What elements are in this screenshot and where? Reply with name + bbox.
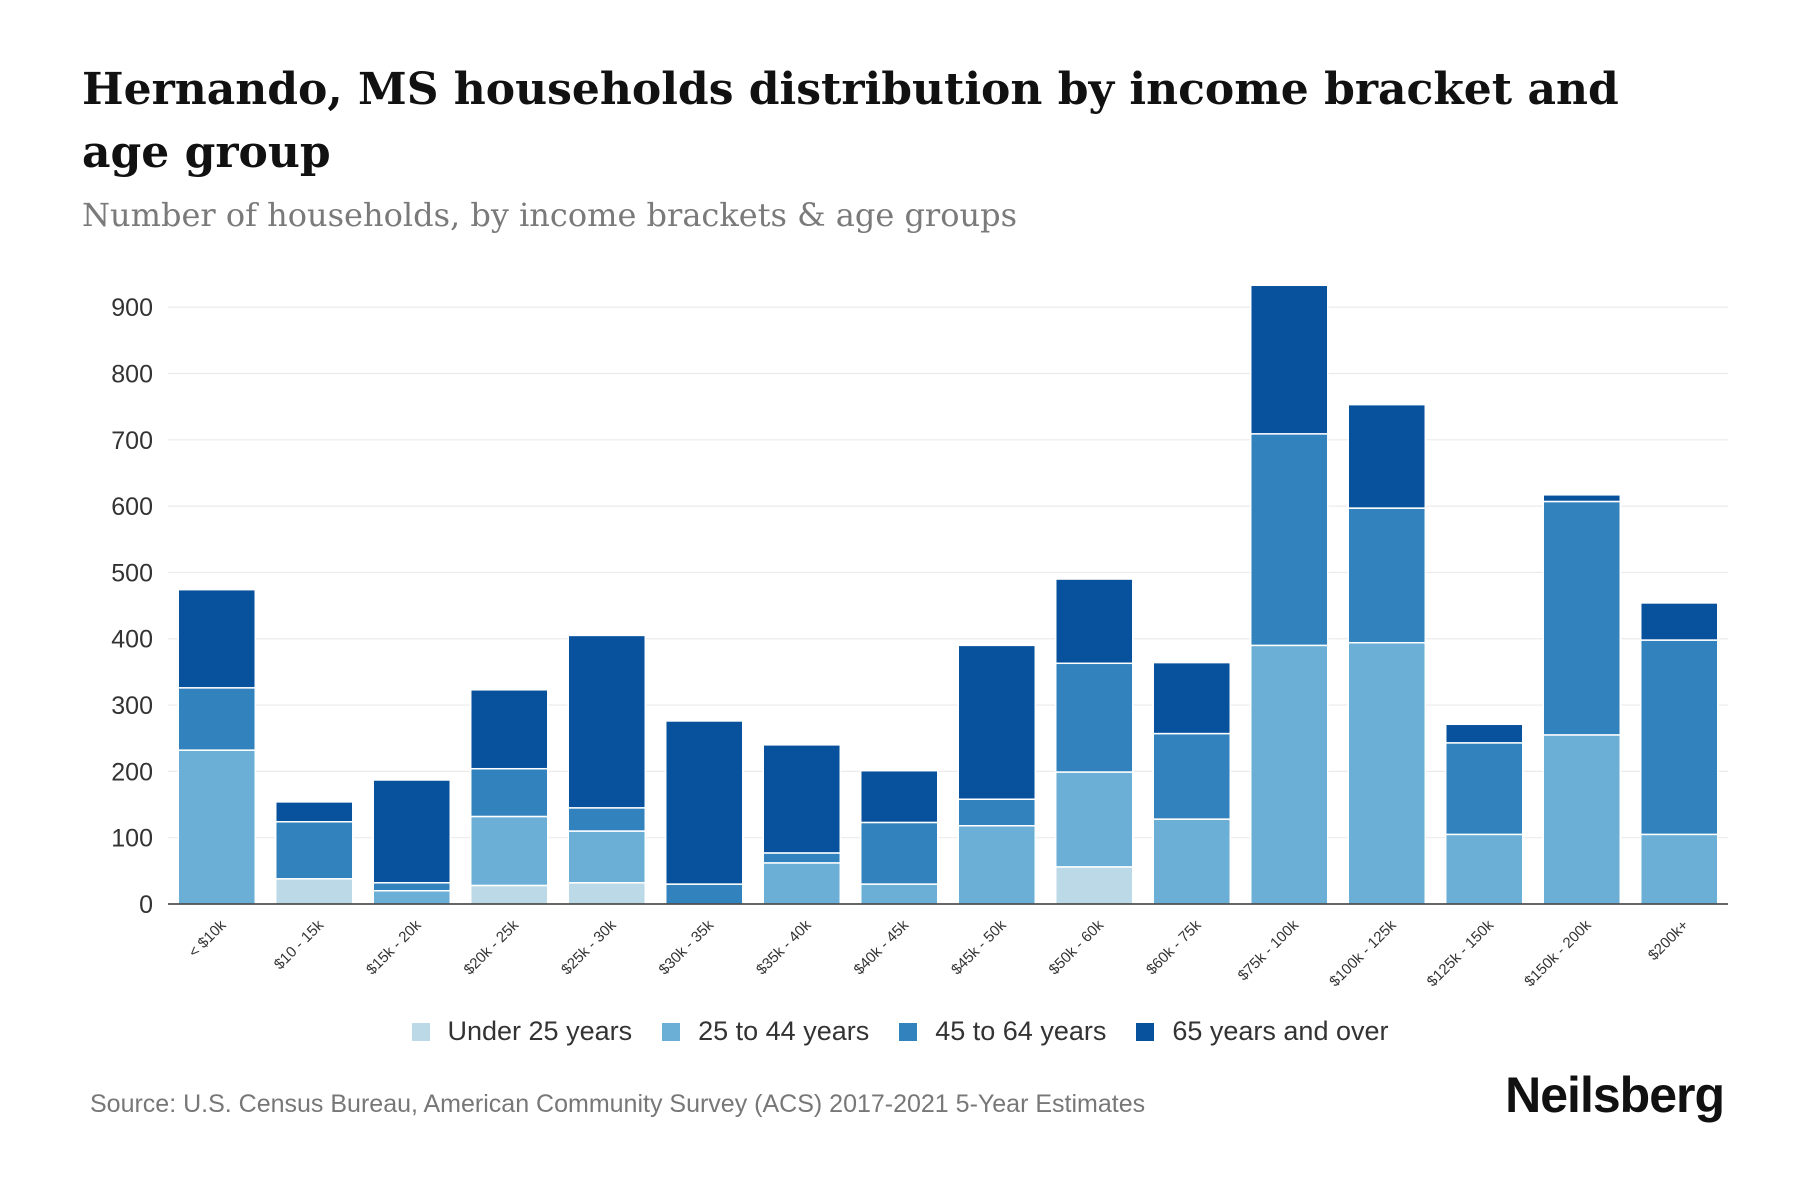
bar-segment: [1152, 818, 1232, 905]
legend-label-45-64: 45 to 64 years: [935, 1016, 1107, 1046]
bar-segment: [957, 798, 1037, 827]
bar-segment: [1054, 866, 1134, 905]
y-tick-label: 0: [139, 891, 153, 919]
chart-area: 0 100 200 300 400 500 600 700 800 900 < $10k $10 - …: [111, 284, 1728, 990]
bar-segment: [1249, 644, 1329, 905]
legend-label-under-25: Under 25 years: [447, 1016, 633, 1046]
chart-title: Hernando, MS households distribution by …: [82, 64, 1619, 178]
bar-segment: [567, 634, 647, 809]
bar-segment: [1444, 833, 1524, 905]
bar-segment: [469, 884, 549, 905]
x-tick-label: $200k+: [1645, 917, 1692, 964]
bar-segment: [1639, 833, 1719, 905]
bar-segment: [274, 821, 354, 880]
brand-logo: Neilsberg: [1505, 1067, 1725, 1123]
bar-segment: [1639, 602, 1719, 641]
bar-segment: [1249, 433, 1329, 647]
bar-segment: [372, 779, 452, 884]
legend-swatch-under-25: [411, 1022, 430, 1041]
y-tick-label: 800: [111, 360, 153, 388]
legend-item-under-25[interactable]: Under 25 years: [411, 1016, 633, 1047]
x-tick-label: $45k - 50k: [948, 916, 1010, 978]
bar-segment: [664, 720, 744, 885]
source-note: Source: U.S. Census Bureau, American Com…: [90, 1090, 1146, 1118]
x-tick-label: $35k - 40k: [753, 916, 815, 978]
bar-segment: [1152, 661, 1232, 735]
bar-segment: [567, 830, 647, 884]
chart-subtitle: Number of households, by income brackets…: [82, 196, 1017, 234]
legend-label-25-44: 25 to 44 years: [698, 1016, 870, 1046]
bar-segment: [1347, 403, 1427, 509]
bar-segment: [664, 883, 744, 905]
legend-swatch-45-64: [899, 1022, 918, 1041]
legend-label-65-plus: 65 years and over: [1172, 1016, 1389, 1046]
bar-segment: [1444, 742, 1524, 836]
y-tick-label: 900: [111, 294, 153, 322]
bar-segment: [177, 749, 257, 905]
bar-segment: [469, 767, 549, 818]
x-tick-label: $150k - 200k: [1521, 916, 1595, 990]
x-tick-label: $60k - 75k: [1143, 916, 1205, 978]
y-tick-label: 200: [111, 758, 153, 786]
x-tick-label: $75k - 100k: [1235, 916, 1303, 984]
x-tick-label: $40k - 45k: [851, 916, 913, 978]
bar-segment: [762, 744, 842, 854]
x-tick-label: $25k - 30k: [558, 916, 620, 978]
y-tick-label: 300: [111, 692, 153, 720]
bar-segment: [567, 807, 647, 832]
x-tick-label: $50k - 60k: [1046, 916, 1108, 978]
bar-segment: [1444, 723, 1524, 744]
x-tick-label: $10 - 15k: [271, 916, 328, 973]
bar-segment: [762, 862, 842, 905]
bar-segment: [1054, 578, 1134, 665]
bar-segment: [1054, 662, 1134, 773]
legend-item-25-44[interactable]: 25 to 44 years: [662, 1016, 869, 1047]
legend-item-45-64[interactable]: 45 to 64 years: [899, 1016, 1106, 1047]
bar-segment: [1347, 507, 1427, 644]
bar-segment: [957, 644, 1037, 800]
x-tick-label: $100k - 125k: [1326, 916, 1400, 990]
bar-segment: [177, 687, 257, 751]
bar-segment: [1542, 500, 1622, 736]
bar-segment: [859, 883, 939, 905]
bar-segment: [859, 821, 939, 885]
bar-segment: [1542, 734, 1622, 905]
x-tick-label: $30k - 35k: [656, 916, 718, 978]
x-tick-label: $15k - 20k: [363, 916, 425, 978]
y-tick-label: 600: [111, 493, 153, 521]
legend-item-65-plus[interactable]: 65 years and over: [1136, 1016, 1389, 1047]
bar-segment: [567, 882, 647, 905]
bar-segment: [469, 689, 549, 770]
bar-segment: [177, 588, 257, 689]
y-tick-label: 700: [111, 427, 153, 455]
y-tick-label: 500: [111, 559, 153, 587]
bar-segment: [1347, 641, 1427, 905]
bar-segment: [274, 878, 354, 905]
bar-segment: [1639, 639, 1719, 836]
bar-segment: [1249, 284, 1329, 435]
bar-segment: [859, 769, 939, 824]
y-tick-label: 100: [111, 825, 153, 853]
bar-segment: [372, 889, 452, 905]
x-tick-label: $125k - 150k: [1424, 916, 1498, 990]
bar-segment: [274, 801, 354, 823]
y-tick-label: 400: [111, 626, 153, 654]
bar-segment: [372, 882, 452, 892]
legend-swatch-65-plus: [1136, 1022, 1155, 1041]
x-tick-label: $20k - 25k: [461, 916, 523, 978]
bar-segment: [957, 824, 1037, 905]
bar-segment: [469, 815, 549, 887]
legend-swatch-25-44: [662, 1022, 681, 1041]
bar-segment: [1152, 732, 1232, 820]
legend: Under 25 years 25 to 44 years 45 to 64 y…: [0, 1016, 1800, 1047]
bar-segment: [762, 852, 842, 864]
bar-segment: [1054, 771, 1134, 868]
x-tick-label: < $10k: [185, 916, 230, 961]
bar-segment: [1542, 494, 1622, 503]
